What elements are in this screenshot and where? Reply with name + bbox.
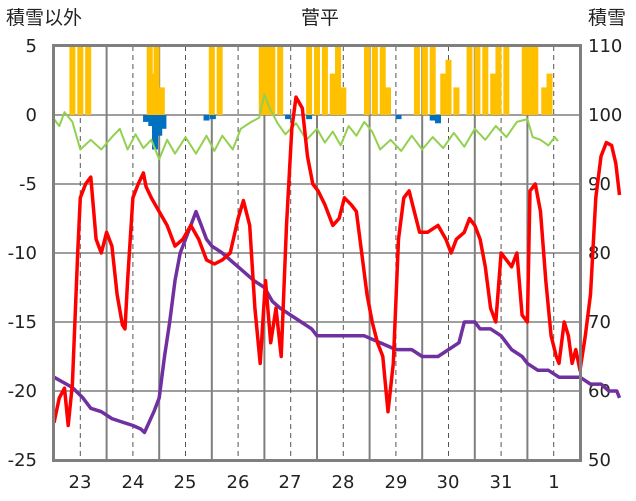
precipitation-bar: [148, 115, 155, 127]
sunshine-bar: [413, 46, 420, 115]
sunshine-bar: [379, 46, 386, 115]
sunshine-bar: [490, 73, 497, 115]
sunshine-bar: [85, 46, 92, 115]
sunshine-bar: [153, 46, 160, 115]
x-tick-label: 26: [227, 472, 250, 493]
left-axis-title: 積雪以外: [6, 7, 82, 29]
sunshine-bar: [335, 46, 342, 115]
sunshine-bar: [258, 46, 265, 115]
sunshine-bar: [264, 46, 271, 115]
precipitation-bar: [143, 115, 150, 122]
wind_speed-line: [53, 93, 559, 161]
precipitation-bar: [429, 115, 436, 121]
precipitation-bar: [395, 115, 402, 120]
right-axis-title: 積雪: [588, 7, 626, 29]
sunshine-bar: [216, 46, 223, 115]
x-tick-label: 30: [437, 472, 460, 493]
sunshine-bar: [495, 46, 502, 115]
temperature-line: [52, 95, 622, 428]
sunshine-bar: [158, 87, 165, 115]
sunshine-bar: [385, 87, 392, 115]
x-axis-ticks: 23 24 25 26 27 28 29 30 31 1: [69, 472, 560, 493]
sunshine-bar: [277, 46, 284, 115]
sunshine-bar: [466, 46, 473, 115]
x-tick-label: 25: [174, 472, 197, 493]
sunshine-bar: [149, 73, 156, 115]
sunshine-bar: [482, 46, 489, 115]
sunshine-bar: [363, 46, 370, 115]
y-left-tick: 0: [26, 105, 37, 126]
precipitation-bar: [209, 115, 216, 120]
precipitation-bar: [306, 115, 313, 120]
sunshine-bar: [208, 46, 215, 115]
y-left-tick: -15: [8, 312, 37, 333]
sunshine-bar: [329, 73, 336, 115]
precipitation-bar: [151, 115, 158, 150]
y-left-tick: -10: [8, 243, 37, 264]
y-axis-left-ticks: 5 0 -5 -10 -15 -20 -25: [8, 36, 37, 471]
sunshine-bar: [77, 46, 84, 115]
chart-title: 菅平: [301, 7, 339, 29]
sunshine-bar: [532, 46, 539, 115]
sunshine-bar: [340, 87, 347, 115]
sunshine-bar: [69, 46, 76, 115]
precipitation-bar: [156, 115, 163, 136]
precipitation-bar: [434, 115, 441, 124]
x-tick-label: 31: [490, 472, 513, 493]
y-left-tick: -25: [8, 450, 37, 471]
sunshine-bar: [503, 46, 510, 115]
sunshine-bar: [474, 46, 481, 115]
sunshine-bar: [321, 46, 328, 115]
y-right-tick: 100: [588, 105, 622, 126]
plot-frame: [52, 44, 582, 462]
sunshine-bar: [146, 46, 153, 115]
y-left-tick: -20: [8, 381, 37, 402]
y-right-tick: 70: [588, 312, 611, 333]
sunshine-bar: [527, 46, 534, 115]
sunshine-bar: [541, 87, 548, 115]
y-right-tick: 90: [588, 174, 611, 195]
snow_depth-line: [53, 209, 622, 435]
sunshine-bar: [453, 87, 460, 115]
sunshine-bar: [269, 46, 276, 115]
line-series: [52, 93, 622, 435]
x-tick-label: 28: [332, 472, 355, 493]
precipitation-bar: [285, 115, 292, 120]
bar-series: [69, 46, 553, 150]
sunshine-bar: [421, 46, 428, 115]
x-tick-label: 24: [122, 472, 145, 493]
y-left-tick: -5: [19, 174, 37, 195]
sunshine-bar: [314, 46, 320, 115]
sunshine-bar: [445, 59, 452, 115]
sunshine-bar: [546, 73, 553, 115]
x-tick-label: 23: [69, 472, 92, 493]
x-tick-label: 1: [548, 472, 559, 493]
sunshine-bar: [429, 46, 436, 115]
precipitation-bar: [203, 115, 210, 121]
sunshine-bar: [521, 46, 528, 115]
y-right-tick: 110: [588, 36, 622, 57]
sunshine-bar: [440, 73, 447, 115]
precipitation-bar: [160, 115, 167, 129]
y-left-tick: 5: [26, 36, 37, 57]
y-right-tick: 50: [588, 450, 611, 471]
sunshine-bar: [371, 46, 378, 115]
sunshine-bar: [306, 46, 313, 115]
x-tick-label: 29: [385, 472, 408, 493]
x-tick-label: 27: [279, 472, 302, 493]
